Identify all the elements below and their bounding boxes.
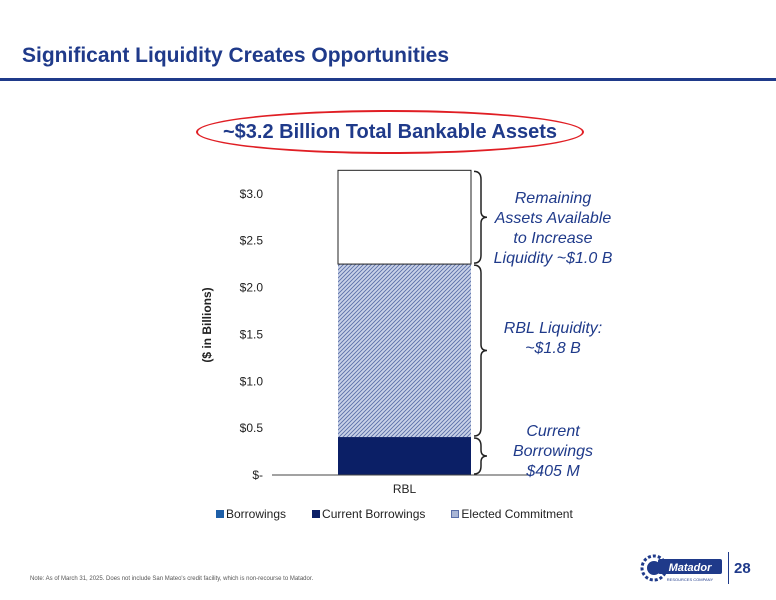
callout-remaining: Remaining Assets Available to Increase L… [493,190,613,267]
legend-item-elected-commitment: Elected Commitment [451,507,573,521]
y-tick-label: $1.5 [240,327,264,341]
footnote: Note: As of March 31, 2025. Does not inc… [30,576,314,582]
page-divider [728,552,729,584]
headline-text: ~$3.2 Billion Total Bankable Assets [222,121,557,143]
legend-label-elected-commitment: Elected Commitment [461,507,573,521]
legend-label-borrowings: Borrowings [226,507,287,521]
headline-callout: ~$3.2 Billion Total Bankable Assets [196,110,584,154]
y-tick-label: $2.0 [240,281,264,295]
legend-item-current-borrowings: Current Borrowings [312,507,425,521]
page-number: 28 [734,560,751,577]
logo-wordmark: Matador [669,562,713,574]
matador-logo: Matador RESOURCES COMPANY [640,554,722,582]
legend-label-current-borrowings: Current Borrowings [322,507,426,521]
y-tick-label: $0.5 [240,421,264,435]
y-tick-label: $2.5 [240,234,264,248]
annotation-brace-1 [473,264,488,437]
legend-swatch-current-borrowings [312,510,321,518]
legend-item-borrowings: Borrowings [216,507,286,521]
y-tick-label: $3.0 [240,187,264,201]
y-axis-label: ($ in Billions) [200,287,214,362]
legend-swatch-elected-commitment [451,510,460,518]
legend-swatch-borrowings [216,510,224,518]
callout-rbl-liquidity: RBL Liquidity: ~$1.8 B [503,320,603,357]
bar-segment-1 [338,264,471,438]
logo-subtext: RESOURCES COMPANY [667,577,714,582]
y-tick-label: $- [252,468,263,482]
annotation-brace-2 [473,437,488,475]
callout-current-borrowings: Current Borrowings $405 M [512,423,594,480]
slide-title: Significant Liquidity Creates Opportunit… [22,44,450,67]
bar-segment-0 [338,437,471,475]
y-tick-label: $1.0 [240,374,264,388]
annotation-brace-0 [473,170,488,264]
headline-oval [196,110,584,154]
bar-segment-2 [337,169,472,265]
x-tick-label: RBL [393,482,417,496]
chart-legend: Borrowings Current Borrowings Elected Co… [216,506,599,522]
title-rule [0,78,776,81]
